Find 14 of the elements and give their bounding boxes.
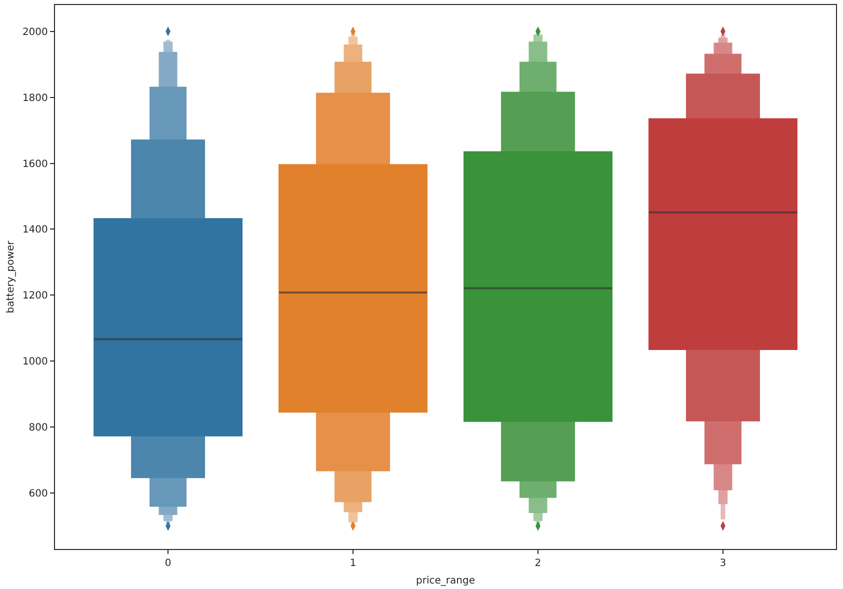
y-tick-label: 2000 [22,26,48,38]
x-axis-title: price_range [416,576,475,587]
x-tick-label: 1 [350,558,356,570]
y-axis-title: battery_power [5,240,16,314]
x-tick-label: 3 [720,558,726,570]
y-tick-label: 1400 [22,224,48,236]
y-tick-label: 1600 [22,158,48,170]
x-tick-label: 2 [534,558,542,570]
y-tick-label: 800 [28,422,48,434]
y-tick-label: 1000 [22,356,48,368]
y-tick-label: 1800 [22,92,48,104]
x-tick-label: 0 [164,558,172,570]
y-tick-label: 1200 [22,290,48,302]
y-tick-label: 600 [28,488,48,500]
